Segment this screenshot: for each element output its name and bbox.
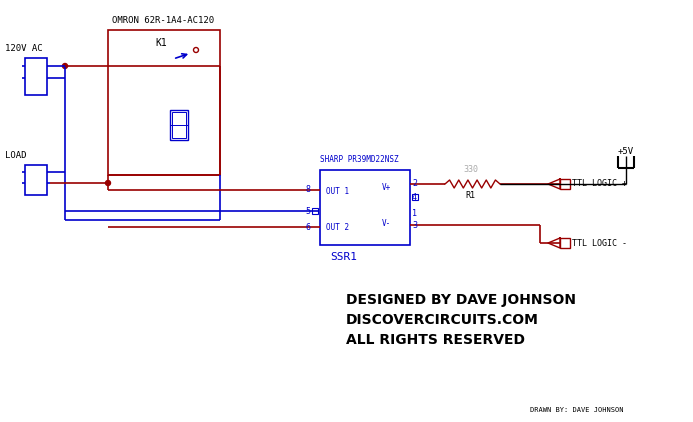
Text: K1: K1 [155,38,167,48]
Circle shape [62,63,67,68]
Text: SHARP PR39MD22NSZ: SHARP PR39MD22NSZ [320,155,398,164]
Text: V-: V- [382,219,392,227]
Bar [172,112,186,138]
Bar [412,194,418,200]
Text: OUT 1: OUT 1 [326,187,349,197]
Bar [560,179,570,189]
Text: 1: 1 [412,208,417,217]
Text: 3: 3 [412,221,417,230]
Text: V+: V+ [382,184,392,192]
Text: 5: 5 [305,208,310,216]
Text: 8: 8 [305,186,310,195]
Text: OMRON 62R-1A4-AC120: OMRON 62R-1A4-AC120 [112,16,214,25]
Text: DISCOVERCIRCUITS.COM: DISCOVERCIRCUITS.COM [346,313,539,327]
Bar [108,30,220,175]
Text: 2: 2 [412,179,417,189]
Bar [170,110,188,140]
Text: DESIGNED BY DAVE JOHNSON: DESIGNED BY DAVE JOHNSON [346,293,576,307]
Bar [312,208,318,214]
Text: +5V: +5V [618,146,634,155]
Text: ALL RIGHTS RESERVED: ALL RIGHTS RESERVED [346,333,525,347]
Text: SSR1: SSR1 [330,252,357,262]
Bar [25,58,47,95]
Bar [560,238,570,248]
Text: TTL LOGIC -: TTL LOGIC - [572,238,627,247]
Bar [25,165,47,195]
Text: 120V AC: 120V AC [5,44,43,53]
Circle shape [105,181,110,186]
Text: 330: 330 [463,165,478,175]
Text: 6: 6 [305,222,310,232]
Text: R1: R1 [465,192,475,200]
Text: OUT 2: OUT 2 [326,222,349,232]
Text: TTL LOGIC +: TTL LOGIC + [572,179,627,189]
Bar [320,170,410,245]
Text: LOAD: LOAD [5,151,26,160]
Text: DRAWN BY: DAVE JOHNSON: DRAWN BY: DAVE JOHNSON [530,407,624,413]
Text: 4: 4 [412,194,417,203]
